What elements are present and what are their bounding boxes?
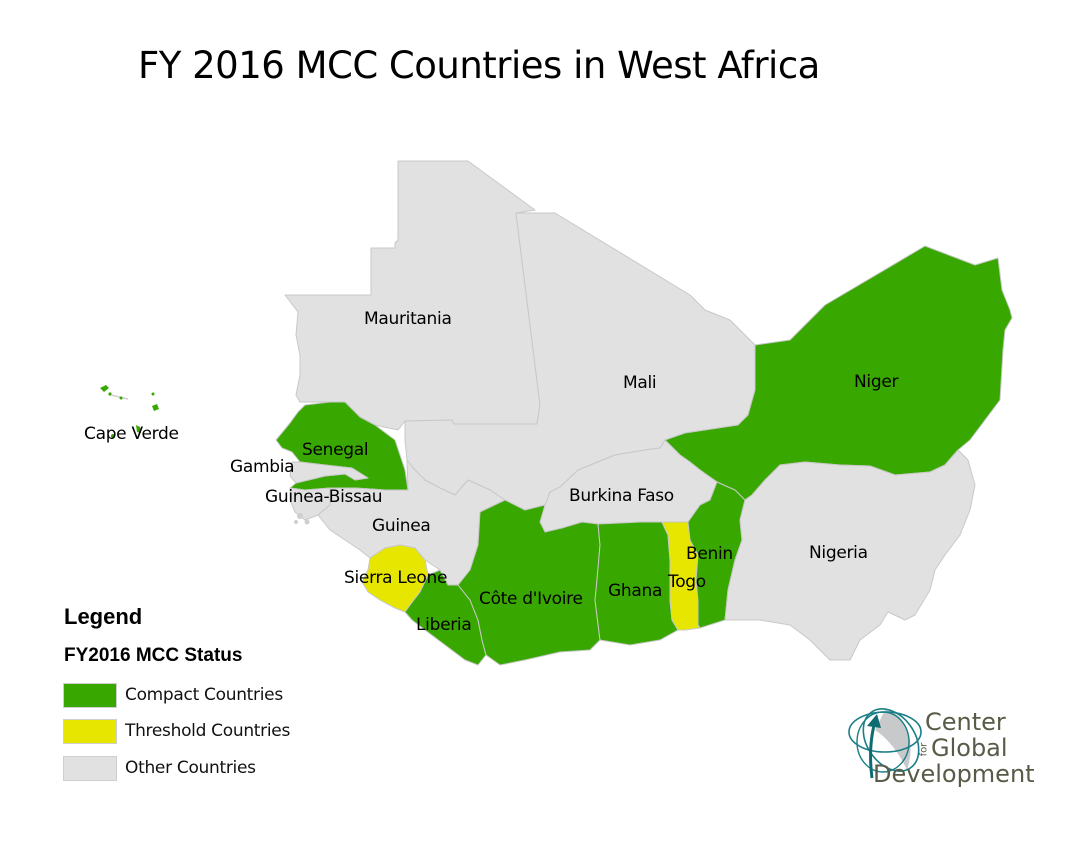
legend-swatch-other [63,755,117,781]
cgd-logo: Center for Global Development [845,700,1045,795]
legend-title: Legend [64,604,143,629]
legend-subtitle: FY2016 MCC Status [64,645,243,666]
logo-text-development: Development [873,760,1035,788]
label-niger: Niger [854,372,899,392]
legend-item-other: Other Countries [63,755,256,781]
legend-swatch-threshold [63,718,117,744]
label-mali: Mali [623,373,657,393]
label-togo: Togo [668,572,706,592]
logo-text-center: Center [925,708,1006,736]
logo-text-global: Global [931,734,1008,762]
legend-label-threshold: Threshold Countries [125,721,290,741]
label-gambia: Gambia [230,457,295,477]
legend-swatch-compact [63,682,117,708]
label-cote-divoire: Côte d'Ivoire [479,589,583,609]
logo-text-for: for [918,742,930,757]
label-benin: Benin [686,544,733,564]
label-ghana: Ghana [608,581,663,601]
country-nigeria[interactable] [724,449,976,661]
label-liberia: Liberia [416,615,472,635]
label-mauritania: Mauritania [364,309,452,329]
map-title: FY 2016 MCC Countries in West Africa [138,44,820,87]
label-cape-verde: Cape Verde [84,424,179,444]
globe-arrow-icon [848,708,922,779]
label-nigeria: Nigeria [809,543,868,563]
legend-item-compact: Compact Countries [63,682,283,708]
label-sierra-leone: Sierra Leone [344,568,448,588]
label-burkina-faso: Burkina Faso [569,486,674,506]
legend-label-compact: Compact Countries [125,685,283,705]
label-guinea-bissau: Guinea-Bissau [265,487,383,507]
cape-verde-islands[interactable] [100,385,159,438]
country-gambia[interactable] [289,461,369,484]
legend-item-threshold: Threshold Countries [63,718,290,744]
label-senegal: Senegal [302,440,369,460]
label-guinea: Guinea [372,516,431,536]
country-mauritania[interactable] [284,160,541,431]
coastal-islands [294,513,310,525]
legend-label-other: Other Countries [125,758,256,778]
